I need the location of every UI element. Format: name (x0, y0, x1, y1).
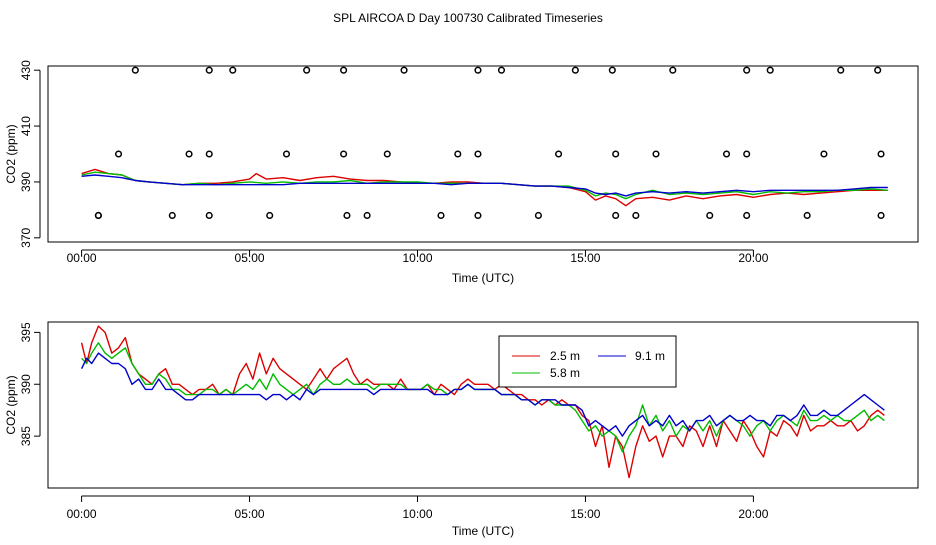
y-axis-label-bottom: CO2 (ppm) (4, 375, 18, 434)
data-point (608, 66, 616, 74)
data-point (303, 66, 311, 74)
y-tick-label: 395 (19, 322, 33, 342)
points-layer-top (94, 66, 885, 220)
y-tick-label: 390 (19, 374, 33, 394)
data-point (877, 211, 885, 220)
x-tick-label: 20:00 (738, 507, 768, 521)
x-tick-label: 10:00 (402, 251, 432, 265)
data-point (743, 211, 751, 220)
data-point (185, 150, 193, 158)
data-point (706, 211, 714, 220)
data-point (94, 211, 102, 220)
legend-label-2-5m: 2.5 m (550, 349, 580, 363)
data-point (874, 66, 882, 74)
data-point (803, 211, 811, 220)
panel-top: 00:00 05:00 10:00 15:00 20:00 370 390 410 430 T… (4, 60, 919, 285)
data-point (474, 211, 482, 220)
x-tick-label: 20:00 (738, 251, 768, 265)
data-point (612, 150, 620, 158)
data-point (877, 150, 885, 158)
y-tick-label: 430 (19, 60, 33, 80)
data-point (743, 150, 751, 158)
data-point (837, 66, 845, 74)
data-point (820, 150, 828, 158)
data-point (168, 211, 176, 220)
y-tick-label: 390 (19, 172, 33, 192)
data-point (400, 66, 408, 74)
series-line-5-8-m (81, 342, 885, 453)
figure-title: SPL AIRCOA D Day 100730 Calibrated Times… (333, 11, 603, 25)
series-layer-top (81, 168, 888, 207)
data-point (266, 211, 274, 220)
y-tick-label: 410 (19, 116, 33, 136)
x-tick-label: 00:00 (67, 251, 97, 265)
data-point (205, 66, 213, 74)
x-axis-bottom: 00:00 05:00 10:00 15:00 20:00 (67, 495, 769, 521)
data-point (722, 150, 731, 158)
data-point (363, 211, 371, 220)
data-point (343, 211, 351, 220)
x-tick-label: 05:00 (235, 507, 265, 521)
x-tick-label: 10:00 (402, 507, 432, 521)
data-point (612, 211, 620, 220)
data-point (205, 211, 213, 220)
legend: 2.5 m 5.8 m 9.1 m (498, 335, 677, 388)
data-point (534, 211, 542, 220)
data-point (205, 150, 213, 158)
series-line-9-1-m (80, 352, 885, 437)
legend-label-5-8m: 5.8 m (550, 366, 580, 380)
data-point (340, 66, 348, 74)
data-point (652, 150, 660, 158)
legend-label-9-1m: 9.1 m (635, 349, 665, 363)
data-point (555, 150, 563, 158)
y-tick-label: 385 (19, 426, 33, 446)
data-point (229, 66, 237, 74)
series-line-9-1-m (81, 174, 888, 197)
x-axis-label-bottom: Time (UTC) (452, 524, 514, 538)
series-layer-bottom (80, 325, 885, 479)
data-point (743, 66, 751, 74)
series-line-2-5-m (81, 168, 888, 207)
data-point (766, 66, 774, 74)
x-axis-label-top: Time (UTC) (452, 271, 514, 285)
data-point (474, 150, 482, 158)
data-point (669, 66, 677, 74)
y-tick-label: 370 (19, 227, 33, 247)
data-point (497, 66, 506, 74)
data-point (474, 66, 482, 74)
legend-box (498, 335, 677, 388)
y-axis-bottom: 385 390 395 (19, 322, 41, 446)
data-point (383, 150, 391, 158)
y-axis-top: 370 390 410 430 (19, 60, 41, 248)
x-tick-label: 00:00 (67, 507, 97, 521)
data-point (114, 150, 123, 158)
x-tick-label: 15:00 (570, 507, 600, 521)
data-point (131, 66, 139, 74)
x-tick-label: 15:00 (570, 251, 600, 265)
plot-frame-bottom (47, 321, 919, 489)
panel-bottom: 00:00 05:00 10:00 15:00 20:00 385 390 395 Time… (4, 321, 919, 538)
data-point (632, 211, 640, 220)
series-line-2-5-m (80, 325, 885, 479)
x-tick-label: 05:00 (235, 251, 265, 265)
data-point (454, 150, 462, 158)
x-axis-top: 00:00 05:00 10:00 15:00 20:00 (67, 249, 769, 265)
plot-frame-top (47, 65, 919, 243)
y-axis-label-top: CO2 (ppm) (4, 124, 18, 183)
data-point (340, 150, 348, 158)
data-point (282, 150, 291, 158)
data-point (571, 66, 579, 74)
data-point (437, 211, 445, 220)
